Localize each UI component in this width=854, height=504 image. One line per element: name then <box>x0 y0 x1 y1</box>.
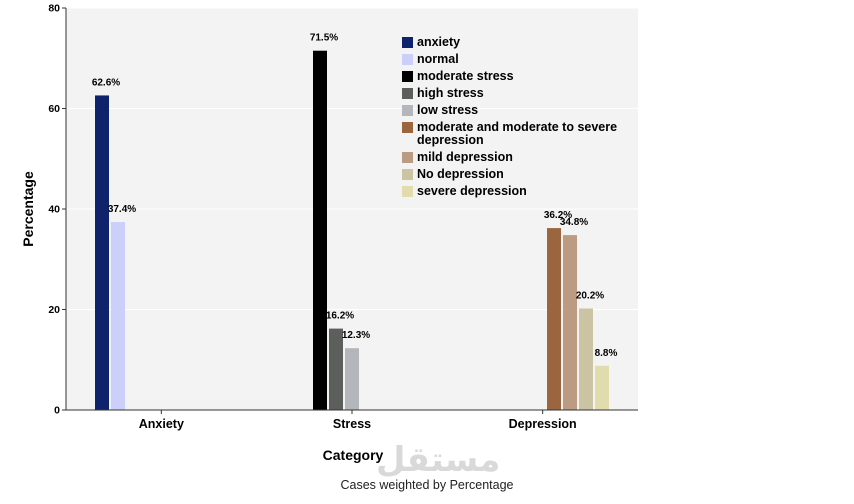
bar-data-label: 37.4% <box>108 204 136 215</box>
bar-data-label: 12.3% <box>342 330 370 341</box>
bar-data-label: 34.8% <box>560 217 588 228</box>
bar-labels: 62.6% 37.4% 71.5% 16.2% 12.3% 36.2%34.8% 20.2%… <box>92 33 618 359</box>
legend-label: low stress <box>417 103 479 117</box>
bar <box>329 328 343 410</box>
x-ticks: Anxiety Stress Depression <box>139 410 577 431</box>
bar-data-label: 16.2% <box>326 311 354 322</box>
legend-swatch <box>402 105 413 116</box>
legend-swatch <box>402 71 413 82</box>
bar <box>579 308 593 410</box>
legend-label: mild depression <box>417 150 513 164</box>
bar <box>345 348 359 410</box>
legend-swatch <box>402 54 413 65</box>
bar-data-label: 71.5% <box>310 33 338 44</box>
legend-label: anxiety <box>417 35 461 49</box>
y-tick-label: 40 <box>48 204 60 216</box>
legend-swatch <box>402 88 413 99</box>
bar-data-label: 62.6% <box>92 77 120 88</box>
y-tick-label: 80 <box>48 3 60 15</box>
legend-swatch <box>402 152 413 163</box>
bar <box>595 365 609 410</box>
bar <box>95 95 109 410</box>
x-tick-label: Stress <box>333 417 371 431</box>
x-axis-title: Category <box>323 447 384 463</box>
y-axis-title: Percentage <box>20 171 36 247</box>
y-tick-label: 20 <box>48 304 60 316</box>
bar <box>111 222 125 410</box>
legend-label: No depression <box>417 167 504 181</box>
legend-label: moderate stress <box>417 69 514 83</box>
x-tick-label: Anxiety <box>139 417 184 431</box>
legend-swatch <box>402 186 413 197</box>
bar-data-label: 20.2% <box>576 290 604 301</box>
legend-label: severe depression <box>417 184 527 198</box>
legend-swatch <box>402 37 413 48</box>
x-tick-label: Depression <box>509 417 577 431</box>
legend-swatch <box>402 169 413 180</box>
bar <box>563 235 577 410</box>
y-tick-label: 0 <box>54 405 60 417</box>
legend-label: moderate and moderate to severe depressi… <box>417 120 618 147</box>
bar <box>547 228 561 410</box>
watermark-logo: مستقل <box>376 440 501 480</box>
bar <box>313 50 327 411</box>
bars <box>95 50 609 411</box>
footnote: Cases weighted by Percentage <box>340 478 514 492</box>
bar-data-label: 36.2% <box>544 210 572 221</box>
y-ticks: 0 20 40 60 80 <box>48 3 66 417</box>
gridlines <box>66 7 638 310</box>
legend-label: normal <box>417 52 459 66</box>
legend-label: high stress <box>417 86 484 100</box>
legend-swatch <box>402 122 413 133</box>
y-tick-label: 60 <box>48 103 60 115</box>
bar-data-label: 8.8% <box>595 348 618 359</box>
